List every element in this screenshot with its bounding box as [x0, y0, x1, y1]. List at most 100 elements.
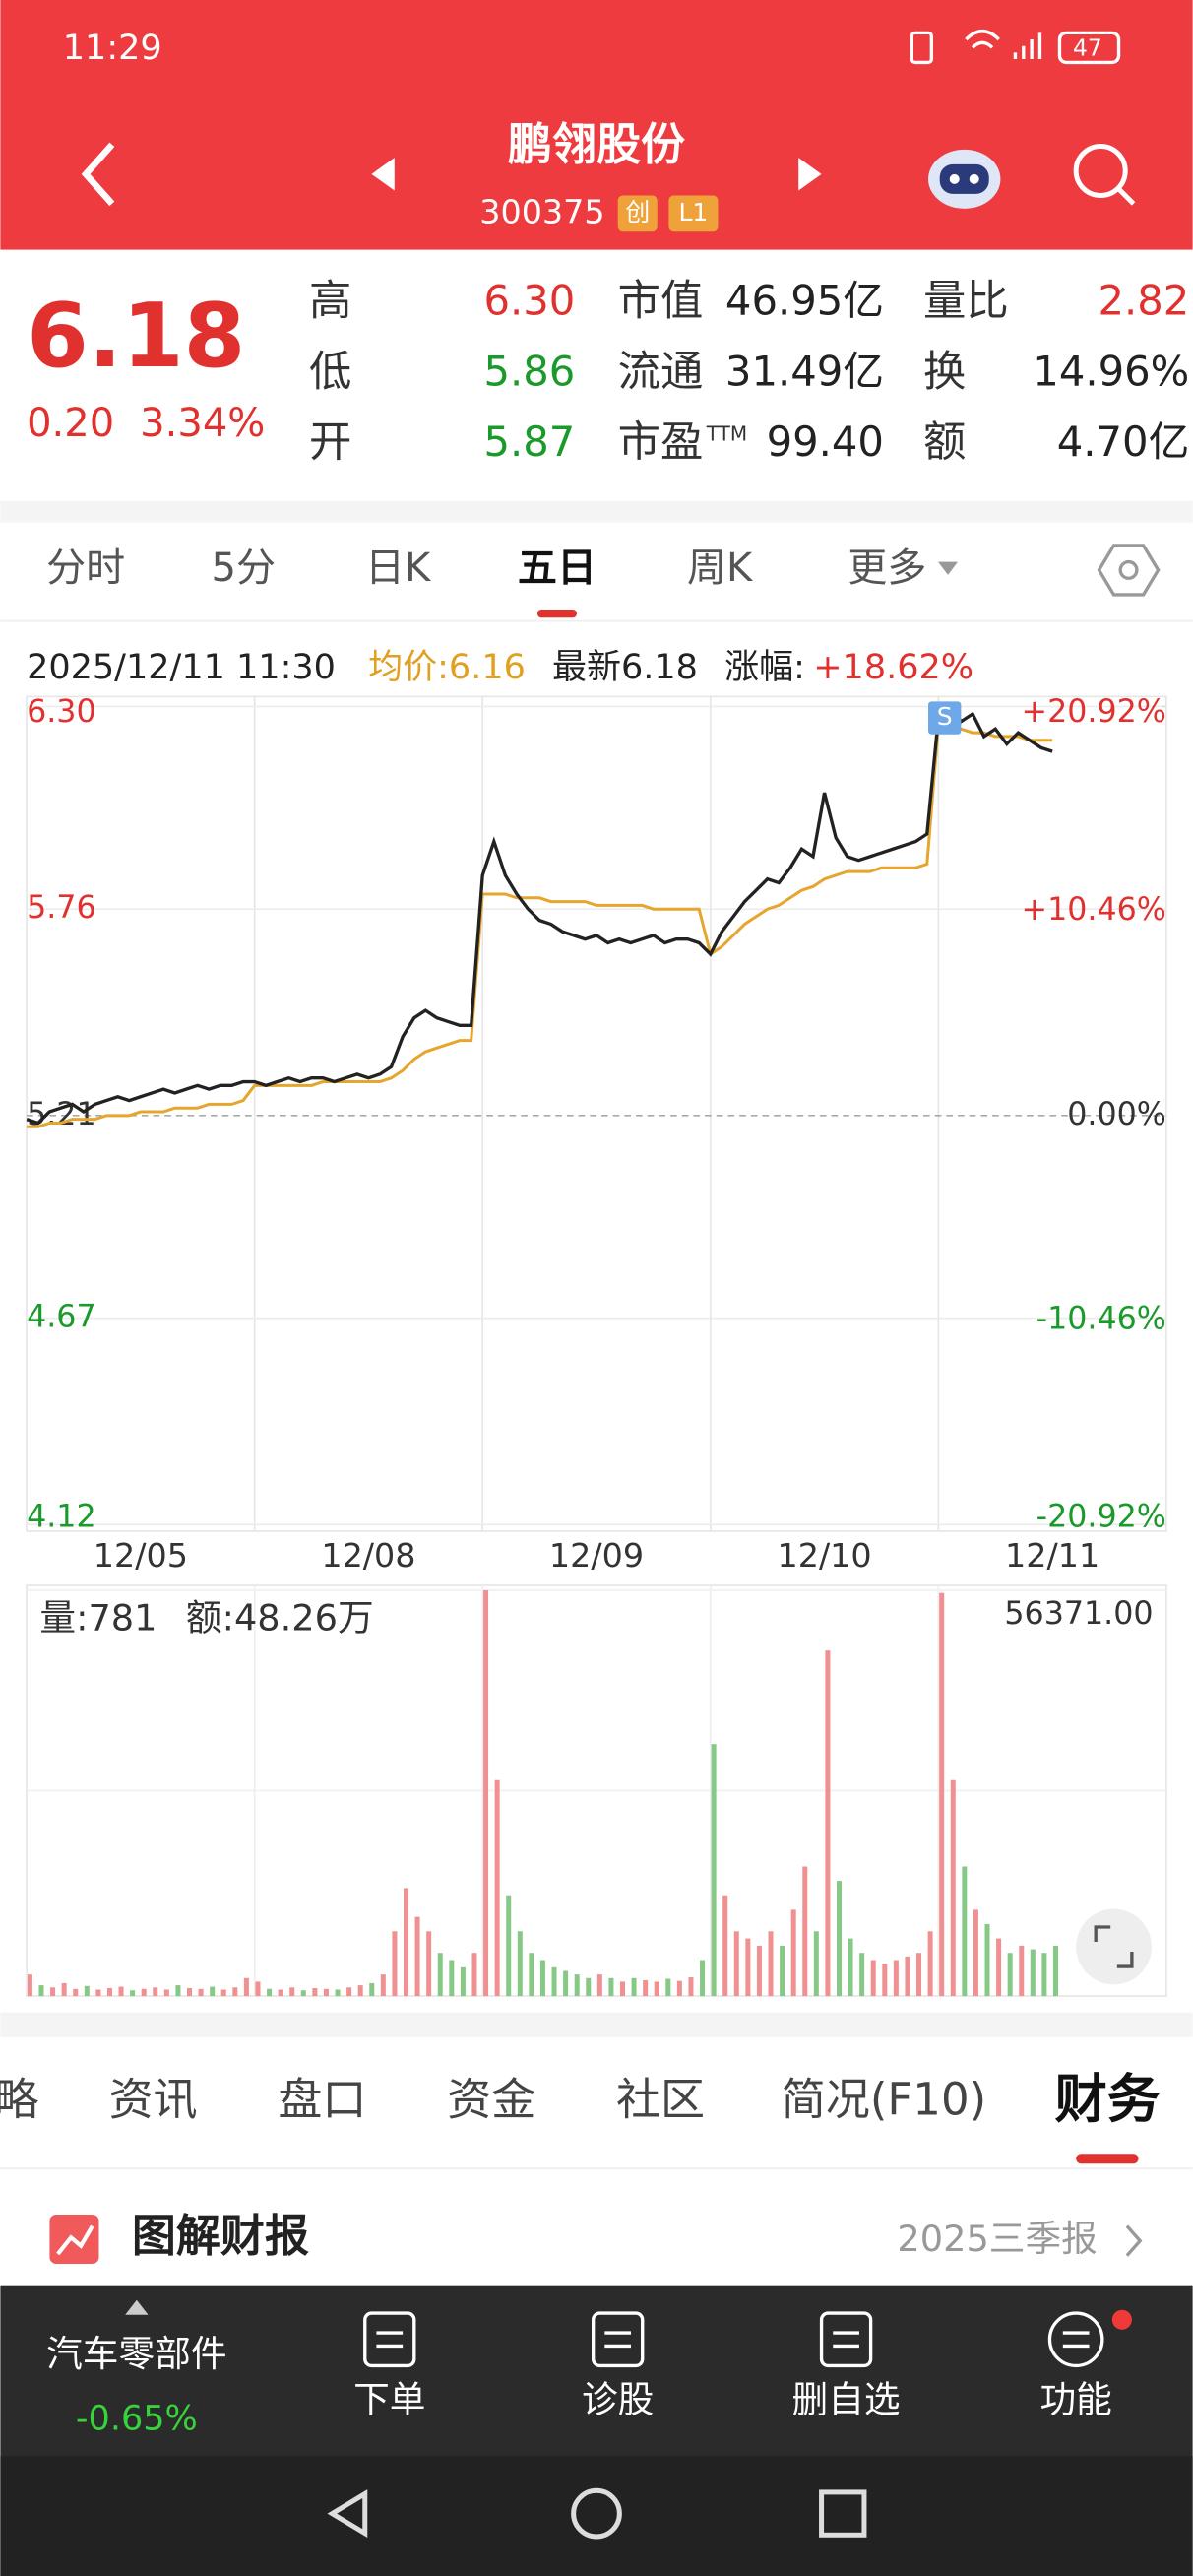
section-tab[interactable]: 盘口 [278, 2074, 366, 2126]
section-tab[interactable]: 资讯 [109, 2074, 198, 2126]
volume-bar [563, 1970, 569, 1997]
period-tab[interactable]: 5分 [212, 546, 277, 591]
nav-label[interactable]: 功能 [1039, 2379, 1111, 2421]
volume-bar [950, 1779, 956, 1997]
volume-bar [973, 1909, 978, 1997]
volume-bar [346, 1987, 352, 1997]
price-change-pct: 3.34% [140, 401, 265, 446]
period-tab[interactable]: 周K [687, 546, 754, 591]
volume-bar [574, 1974, 580, 1997]
signal-label: S [937, 702, 953, 731]
signal-marker[interactable] [928, 701, 962, 735]
status-icons [910, 30, 1121, 65]
price-line [27, 723, 1053, 1128]
sector-name[interactable]: 汽车零部件 [46, 2333, 226, 2375]
volume-bar [255, 1981, 261, 1997]
chart-change-label: 涨幅: [724, 647, 805, 687]
next-stock[interactable] [798, 158, 822, 191]
volume-bar [1007, 1953, 1013, 1997]
robot-icon[interactable] [928, 149, 1001, 209]
section-tab[interactable]: 财务 [1054, 2068, 1160, 2130]
search-icon[interactable] [1073, 143, 1136, 206]
section-tab[interactable]: 略 [0, 2074, 39, 2126]
volume-bar [756, 1945, 762, 1997]
nav-recent[interactable] [819, 2489, 867, 2538]
volume-bar [916, 1953, 922, 1997]
period-tabs: 分时 5分 日K 五日 周K 更多 [46, 546, 959, 618]
stat-label: 额 [923, 419, 966, 468]
volume-bar [220, 1989, 226, 1997]
volume-bar [118, 1986, 124, 1997]
nav-icon-detail [604, 2331, 632, 2349]
volume-bar [780, 1945, 785, 1997]
y-tick-label: 4.67 [27, 1300, 96, 1335]
period-tab[interactable]: 分时 [46, 546, 125, 591]
volume-bar [84, 1985, 90, 1997]
volume-bar [722, 1895, 728, 1997]
volume-bar [700, 1960, 706, 1997]
volume-bar [870, 1960, 876, 1997]
stat-value: 4.70亿 [1057, 418, 1190, 466]
stat-value: 46.95亿 [725, 277, 884, 325]
stat-label: 开 [309, 419, 351, 468]
nav-label[interactable]: 删自选 [792, 2379, 901, 2421]
header-bg [0, 0, 1193, 250]
volume-bar [643, 1979, 649, 1997]
nav-back[interactable] [327, 2489, 368, 2539]
y-tick-label: 56371.00 [1004, 1596, 1153, 1632]
chart-change-value: +18.62% [813, 647, 973, 687]
tab-indicator [536, 609, 577, 618]
volume-bar [414, 1916, 420, 1997]
volume-bar [210, 1986, 216, 1997]
volume-bar [1041, 1953, 1047, 1997]
volume-bar [733, 1931, 739, 1997]
report-link[interactable]: 2025三季报 [897, 2218, 1097, 2260]
section-tabs: 略 资讯 盘口 资金 社区 简况(F10) 财务 [0, 2068, 1161, 2164]
stat-value: 31.49亿 [725, 347, 884, 395]
stock-code: 300375 [479, 192, 604, 230]
period-tab[interactable]: 五日 [518, 546, 596, 591]
period-tab[interactable]: 日K [365, 546, 432, 591]
tag-bg [668, 195, 719, 232]
volume-bar [289, 1987, 295, 1997]
volume-bar [483, 1589, 489, 1997]
price-line [26, 703, 1053, 1126]
y-tick-label: 4.12 [27, 1500, 96, 1535]
volume-bar [267, 1988, 273, 1997]
x-tick-label: 12/09 [549, 1536, 644, 1575]
stock-name: 鹏翎股份 [508, 118, 685, 170]
section-tab[interactable]: 资金 [447, 2074, 535, 2126]
period-tab[interactable]: 更多 [848, 546, 926, 591]
x-tick-label: 12/08 [321, 1536, 415, 1575]
volume-bar [962, 1866, 968, 1997]
volume-bar [95, 1989, 101, 1997]
section-tab[interactable]: 简况(F10) [782, 2074, 986, 2126]
stat-value: 6.30 [483, 277, 575, 325]
volume-bar [1019, 1945, 1025, 1997]
volume-bar [357, 1985, 363, 1997]
back-button[interactable] [81, 142, 115, 207]
volume-bar [404, 1888, 409, 1997]
nav-label[interactable]: 下单 [353, 2379, 425, 2421]
tab-indicator [1076, 2154, 1139, 2164]
status-time: 11:29 [63, 28, 162, 68]
volume-bar [141, 1988, 147, 1997]
volume-bar [243, 1977, 249, 1997]
nav-label[interactable]: 诊股 [582, 2379, 654, 2421]
section-tab[interactable]: 社区 [616, 2074, 705, 2126]
volume-bar [106, 1988, 112, 1997]
expand-button[interactable] [1076, 1908, 1152, 1985]
y2-tick-label: +20.92% [1022, 694, 1166, 730]
volume-bar [61, 1982, 67, 1997]
volume-label: 量:781 [39, 1597, 157, 1640]
settings-icon[interactable] [1097, 544, 1161, 597]
prev-stock[interactable] [371, 158, 395, 191]
stat-label: 换 [923, 348, 966, 397]
nav-home[interactable] [571, 2487, 622, 2540]
y-tick-label: 5.76 [27, 890, 96, 926]
volume-bar [813, 1931, 819, 1997]
volume-bar [1030, 1949, 1036, 1997]
volume-bar [175, 1985, 181, 1997]
x-tick-label: 12/05 [94, 1536, 188, 1575]
stat-label-sup: TTM [706, 422, 747, 446]
